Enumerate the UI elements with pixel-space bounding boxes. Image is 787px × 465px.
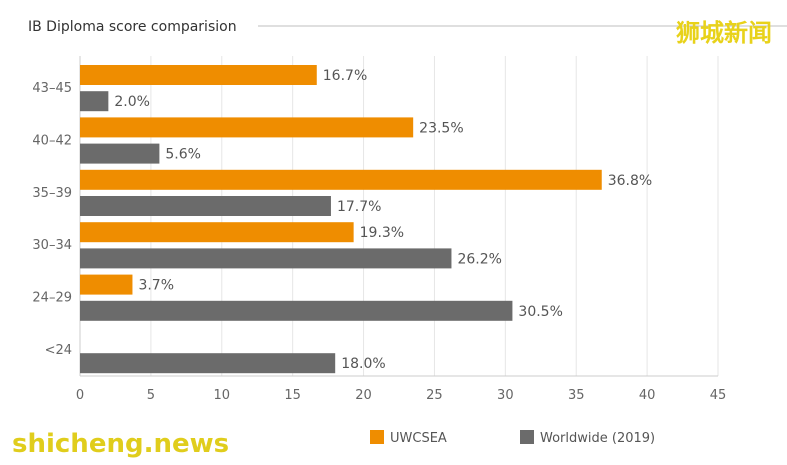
category-label: 43–45 <box>32 81 72 96</box>
category-label: <24 <box>45 343 72 358</box>
x-tick-label: 10 <box>214 388 231 403</box>
legend-label: UWCSEA <box>390 431 447 446</box>
legend-swatch <box>370 430 384 444</box>
data-label: 23.5% <box>419 120 463 136</box>
bar-uwcsea <box>80 274 133 295</box>
x-tick-label: 30 <box>497 388 514 403</box>
watermark-chinese: 狮城新闻 <box>676 19 772 47</box>
bar-uwcsea <box>80 169 602 190</box>
chart-title: IB Diploma score comparision <box>28 19 237 35</box>
bar-worldwide <box>80 91 109 112</box>
category-label: 35–39 <box>32 186 72 201</box>
legend-label: Worldwide (2019) <box>540 431 655 446</box>
bar-worldwide <box>80 143 160 164</box>
bar-worldwide <box>80 248 452 269</box>
bars: 16.7% 2.0% 23.5% 5.6% 36.8% 17.7% 19.3% 26.2% 3.… <box>80 65 652 374</box>
watermark-site: shicheng.news <box>12 429 229 459</box>
bar-uwcsea <box>80 222 354 243</box>
category-label: 40–42 <box>32 133 72 148</box>
data-label: 5.6% <box>165 147 201 163</box>
data-label: 18.0% <box>341 356 385 372</box>
bar-worldwide <box>80 196 331 216</box>
bar-worldwide <box>80 353 336 374</box>
x-tick-label: 40 <box>639 388 656 403</box>
data-label: 2.0% <box>114 94 150 110</box>
x-tick-label: 35 <box>568 388 585 403</box>
category-labels: 43–45 40–42 35–39 30–34 24–29 <24 <box>32 81 72 358</box>
category-label: 24–29 <box>32 291 72 306</box>
legend: UWCSEA Worldwide (2019) <box>370 430 655 446</box>
data-label: 36.8% <box>608 173 652 189</box>
x-tick-label: 0 <box>76 388 84 403</box>
x-tick-label: 5 <box>147 388 155 403</box>
category-label: 30–34 <box>32 238 72 253</box>
bar-uwcsea <box>80 65 317 85</box>
data-label: 19.3% <box>360 225 404 241</box>
bar-uwcsea <box>80 117 414 138</box>
x-tick-label: 25 <box>426 388 443 403</box>
x-tick-labels: 0 5 10 15 20 25 30 35 40 45 <box>76 388 726 403</box>
bar-worldwide <box>80 300 513 321</box>
data-label: 26.2% <box>457 251 501 267</box>
x-tick-label: 15 <box>284 388 301 403</box>
data-label: 3.7% <box>138 278 174 294</box>
data-label: 16.7% <box>323 68 367 84</box>
legend-swatch <box>520 430 534 444</box>
x-tick-label: 45 <box>710 388 727 403</box>
x-tick-label: 20 <box>355 388 372 403</box>
data-label: 17.7% <box>337 199 381 215</box>
data-label: 30.5% <box>518 304 562 320</box>
